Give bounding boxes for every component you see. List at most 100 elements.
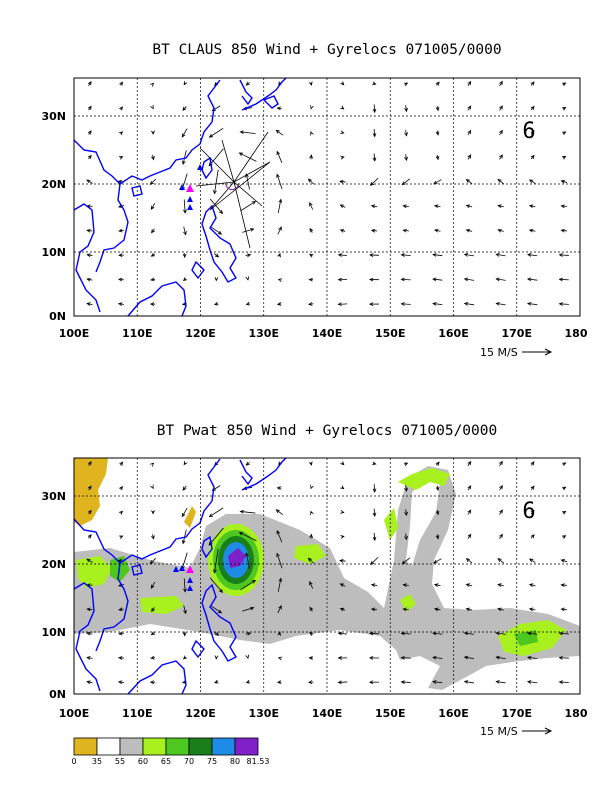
- wind-vector: [150, 484, 154, 490]
- wind-vector: [245, 253, 252, 258]
- wind-vector: [465, 558, 473, 564]
- wind-vector: [432, 302, 443, 306]
- wind-vector: [370, 228, 378, 233]
- wind-vector: [182, 631, 187, 637]
- wind-vector: [245, 173, 250, 190]
- wind-vector: [337, 277, 348, 282]
- wind-vector: [560, 179, 568, 184]
- wind-vector: [558, 655, 569, 660]
- wind-vector: [150, 202, 156, 210]
- wind-vector: [530, 509, 535, 515]
- wind-vector: [372, 104, 377, 114]
- wind-vector: [400, 631, 411, 636]
- wind-vector: [245, 301, 251, 306]
- wind-vector: [434, 228, 441, 233]
- wind-vector: [310, 131, 314, 136]
- wind-vector: [432, 655, 443, 660]
- wind-vector: [562, 106, 567, 111]
- wind-vector: [404, 509, 408, 517]
- wind-vector: [495, 655, 506, 660]
- wind-vector: [149, 680, 156, 685]
- wind-vector: [308, 302, 314, 306]
- wind-vector: [151, 130, 155, 135]
- storm-symbol-top: ◡: [225, 172, 239, 193]
- wind-vector: [562, 462, 567, 467]
- wind-vector: [119, 486, 123, 491]
- wind-vector: [463, 680, 475, 684]
- wind-vector: [86, 656, 93, 660]
- wind-vector: [309, 227, 314, 233]
- wind-vector: [434, 607, 441, 612]
- wind-vector: [467, 485, 472, 491]
- wind-vector: [400, 253, 411, 257]
- wind-vector: [339, 204, 346, 208]
- wind-vector: [368, 302, 379, 306]
- wind-vector: [86, 558, 93, 563]
- wind-vector: [86, 228, 93, 233]
- gyre-markers-top: ◡: [179, 164, 239, 210]
- colorbar-label: 65: [161, 757, 171, 766]
- colorbar-label: 60: [138, 757, 148, 766]
- wind-vector: [499, 154, 503, 160]
- wind-vector: [402, 583, 409, 587]
- wind-vector: [118, 131, 124, 136]
- wind-vector: [370, 607, 378, 612]
- wind-vector: [309, 154, 313, 160]
- wind-vector: [118, 253, 124, 258]
- wind-vector: [150, 82, 155, 87]
- lat-label: 30N: [41, 490, 66, 503]
- wind-vector: [435, 155, 440, 161]
- lat-ticks-top: 0N 10N 20N 30N: [41, 110, 66, 323]
- wind-vector: [151, 607, 155, 613]
- wind-vector: [497, 607, 504, 612]
- lat-ticks-bottom: 0N 10N 20N 30N: [41, 490, 66, 701]
- wind-vector: [339, 179, 346, 184]
- wind-vector: [560, 228, 568, 233]
- wind-vector: [433, 558, 442, 564]
- wind-vector: [432, 253, 443, 257]
- wind-vector: [372, 81, 377, 86]
- wind-vector: [560, 559, 568, 563]
- wind-vector: [467, 509, 472, 515]
- wind-vector: [558, 253, 569, 257]
- wind-vector: [404, 154, 408, 162]
- wind-vector: [208, 507, 224, 518]
- lat-label: 30N: [41, 110, 66, 123]
- colorbar-swatch: [234, 737, 259, 756]
- wind-vector: [183, 199, 187, 214]
- wind-vector: [435, 106, 440, 112]
- wind-vector: [340, 510, 345, 514]
- lon-label: 100E: [59, 327, 89, 340]
- wind-vector: [119, 106, 123, 111]
- wind-vector: [276, 173, 283, 190]
- wind-vector: [86, 253, 93, 258]
- wind-vector: [530, 130, 535, 135]
- station-marker: [187, 585, 193, 591]
- colorbar-label: 35: [92, 757, 102, 766]
- wind-vector: [118, 277, 124, 282]
- lon-label: 180: [565, 707, 588, 720]
- colorbar-swatch: [188, 737, 213, 756]
- wind-vector: [530, 534, 535, 539]
- wind-vector: [209, 198, 224, 215]
- wind-vector: [209, 577, 224, 594]
- lon-label: 140E: [312, 327, 342, 340]
- pwat-region-60-65: [400, 594, 416, 612]
- colorbar-swatch: [96, 737, 121, 756]
- wind-vector: [151, 510, 155, 515]
- wind-vector: [530, 154, 535, 160]
- wind-vector: [310, 105, 314, 110]
- wind-vector: [499, 533, 503, 539]
- wind-vector: [432, 680, 443, 684]
- vector-reference-top: 15 M/S: [480, 346, 553, 359]
- wind-vector: [337, 302, 348, 307]
- wind-vector: [495, 301, 506, 306]
- wind-vector: [463, 277, 475, 282]
- lon-label: 130E: [249, 327, 279, 340]
- panel-top: BT CLAUS 850 Wind + Gyrelocs 071005/0000: [41, 42, 587, 359]
- wind-vector: [433, 583, 441, 587]
- wind-vector: [150, 277, 156, 282]
- wind-vector: [340, 155, 345, 160]
- wind-vector: [87, 105, 92, 111]
